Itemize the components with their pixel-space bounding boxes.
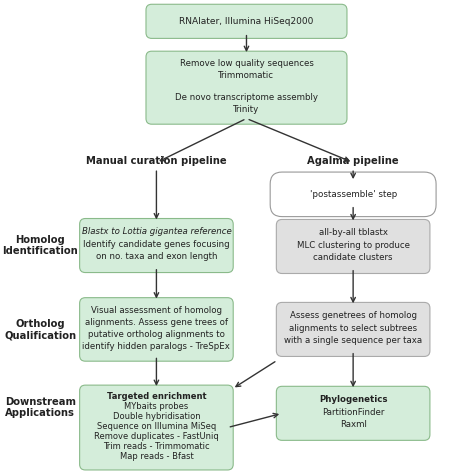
Text: candidate clusters: candidate clusters (313, 253, 393, 262)
FancyBboxPatch shape (276, 219, 430, 273)
Text: alignments to select subtrees: alignments to select subtrees (289, 324, 417, 333)
Text: Phylogenetics: Phylogenetics (319, 395, 387, 404)
FancyBboxPatch shape (146, 4, 347, 38)
Text: Blastx to Lottia gigantea reference: Blastx to Lottia gigantea reference (82, 227, 231, 236)
FancyBboxPatch shape (80, 385, 233, 470)
Text: on no. taxa and exon length: on no. taxa and exon length (96, 252, 217, 261)
Text: Remove low quality sequences: Remove low quality sequences (180, 59, 313, 68)
Text: putative ortholog alignments to: putative ortholog alignments to (88, 330, 225, 338)
Text: Trimmomatic: Trimmomatic (219, 71, 274, 80)
Text: MYbaits probes: MYbaits probes (124, 402, 189, 411)
Text: Sequence on Illumina MiSeq: Sequence on Illumina MiSeq (97, 422, 216, 431)
FancyBboxPatch shape (80, 298, 233, 361)
Text: Visual assessment of homolog: Visual assessment of homolog (91, 306, 222, 315)
Text: Remove duplicates - FastUniq: Remove duplicates - FastUniq (94, 432, 219, 441)
Text: RNAlater, Illumina HiSeq2000: RNAlater, Illumina HiSeq2000 (179, 17, 314, 26)
Text: Map reads - Bfast: Map reads - Bfast (119, 452, 193, 461)
Text: Downstream
Applications: Downstream Applications (5, 397, 76, 419)
Text: all-by-all tblastx: all-by-all tblastx (319, 228, 388, 237)
Text: Raxml: Raxml (340, 420, 366, 429)
Text: alignments. Assess gene trees of: alignments. Assess gene trees of (85, 318, 228, 327)
Text: 'postassemble' step: 'postassemble' step (310, 190, 397, 199)
Text: with a single sequence per taxa: with a single sequence per taxa (284, 336, 422, 345)
Text: Manual curation pipeline: Manual curation pipeline (86, 156, 227, 166)
Text: MLC clustering to produce: MLC clustering to produce (297, 241, 410, 250)
Text: Trinity: Trinity (233, 105, 260, 114)
Text: Agalma pipeline: Agalma pipeline (307, 156, 399, 166)
Text: Ortholog
Qualification: Ortholog Qualification (4, 319, 76, 340)
Text: Assess genetrees of homolog: Assess genetrees of homolog (290, 311, 417, 320)
Text: De novo transcriptome assembly: De novo transcriptome assembly (175, 93, 318, 102)
Text: Targeted enrichment: Targeted enrichment (107, 392, 206, 401)
Text: Double hybridisation: Double hybridisation (113, 412, 200, 421)
FancyBboxPatch shape (80, 219, 233, 273)
FancyBboxPatch shape (276, 302, 430, 356)
Text: Trim reads - Trimmomatic: Trim reads - Trimmomatic (103, 442, 210, 451)
Text: identify hidden paralogs - TreSpEx: identify hidden paralogs - TreSpEx (82, 342, 230, 350)
FancyBboxPatch shape (146, 51, 347, 124)
Text: PartitionFinder: PartitionFinder (322, 408, 384, 417)
Text: Homolog
Identification: Homolog Identification (2, 235, 78, 256)
FancyBboxPatch shape (276, 386, 430, 440)
Text: Identify candidate genes focusing: Identify candidate genes focusing (83, 240, 230, 249)
FancyBboxPatch shape (270, 172, 436, 217)
